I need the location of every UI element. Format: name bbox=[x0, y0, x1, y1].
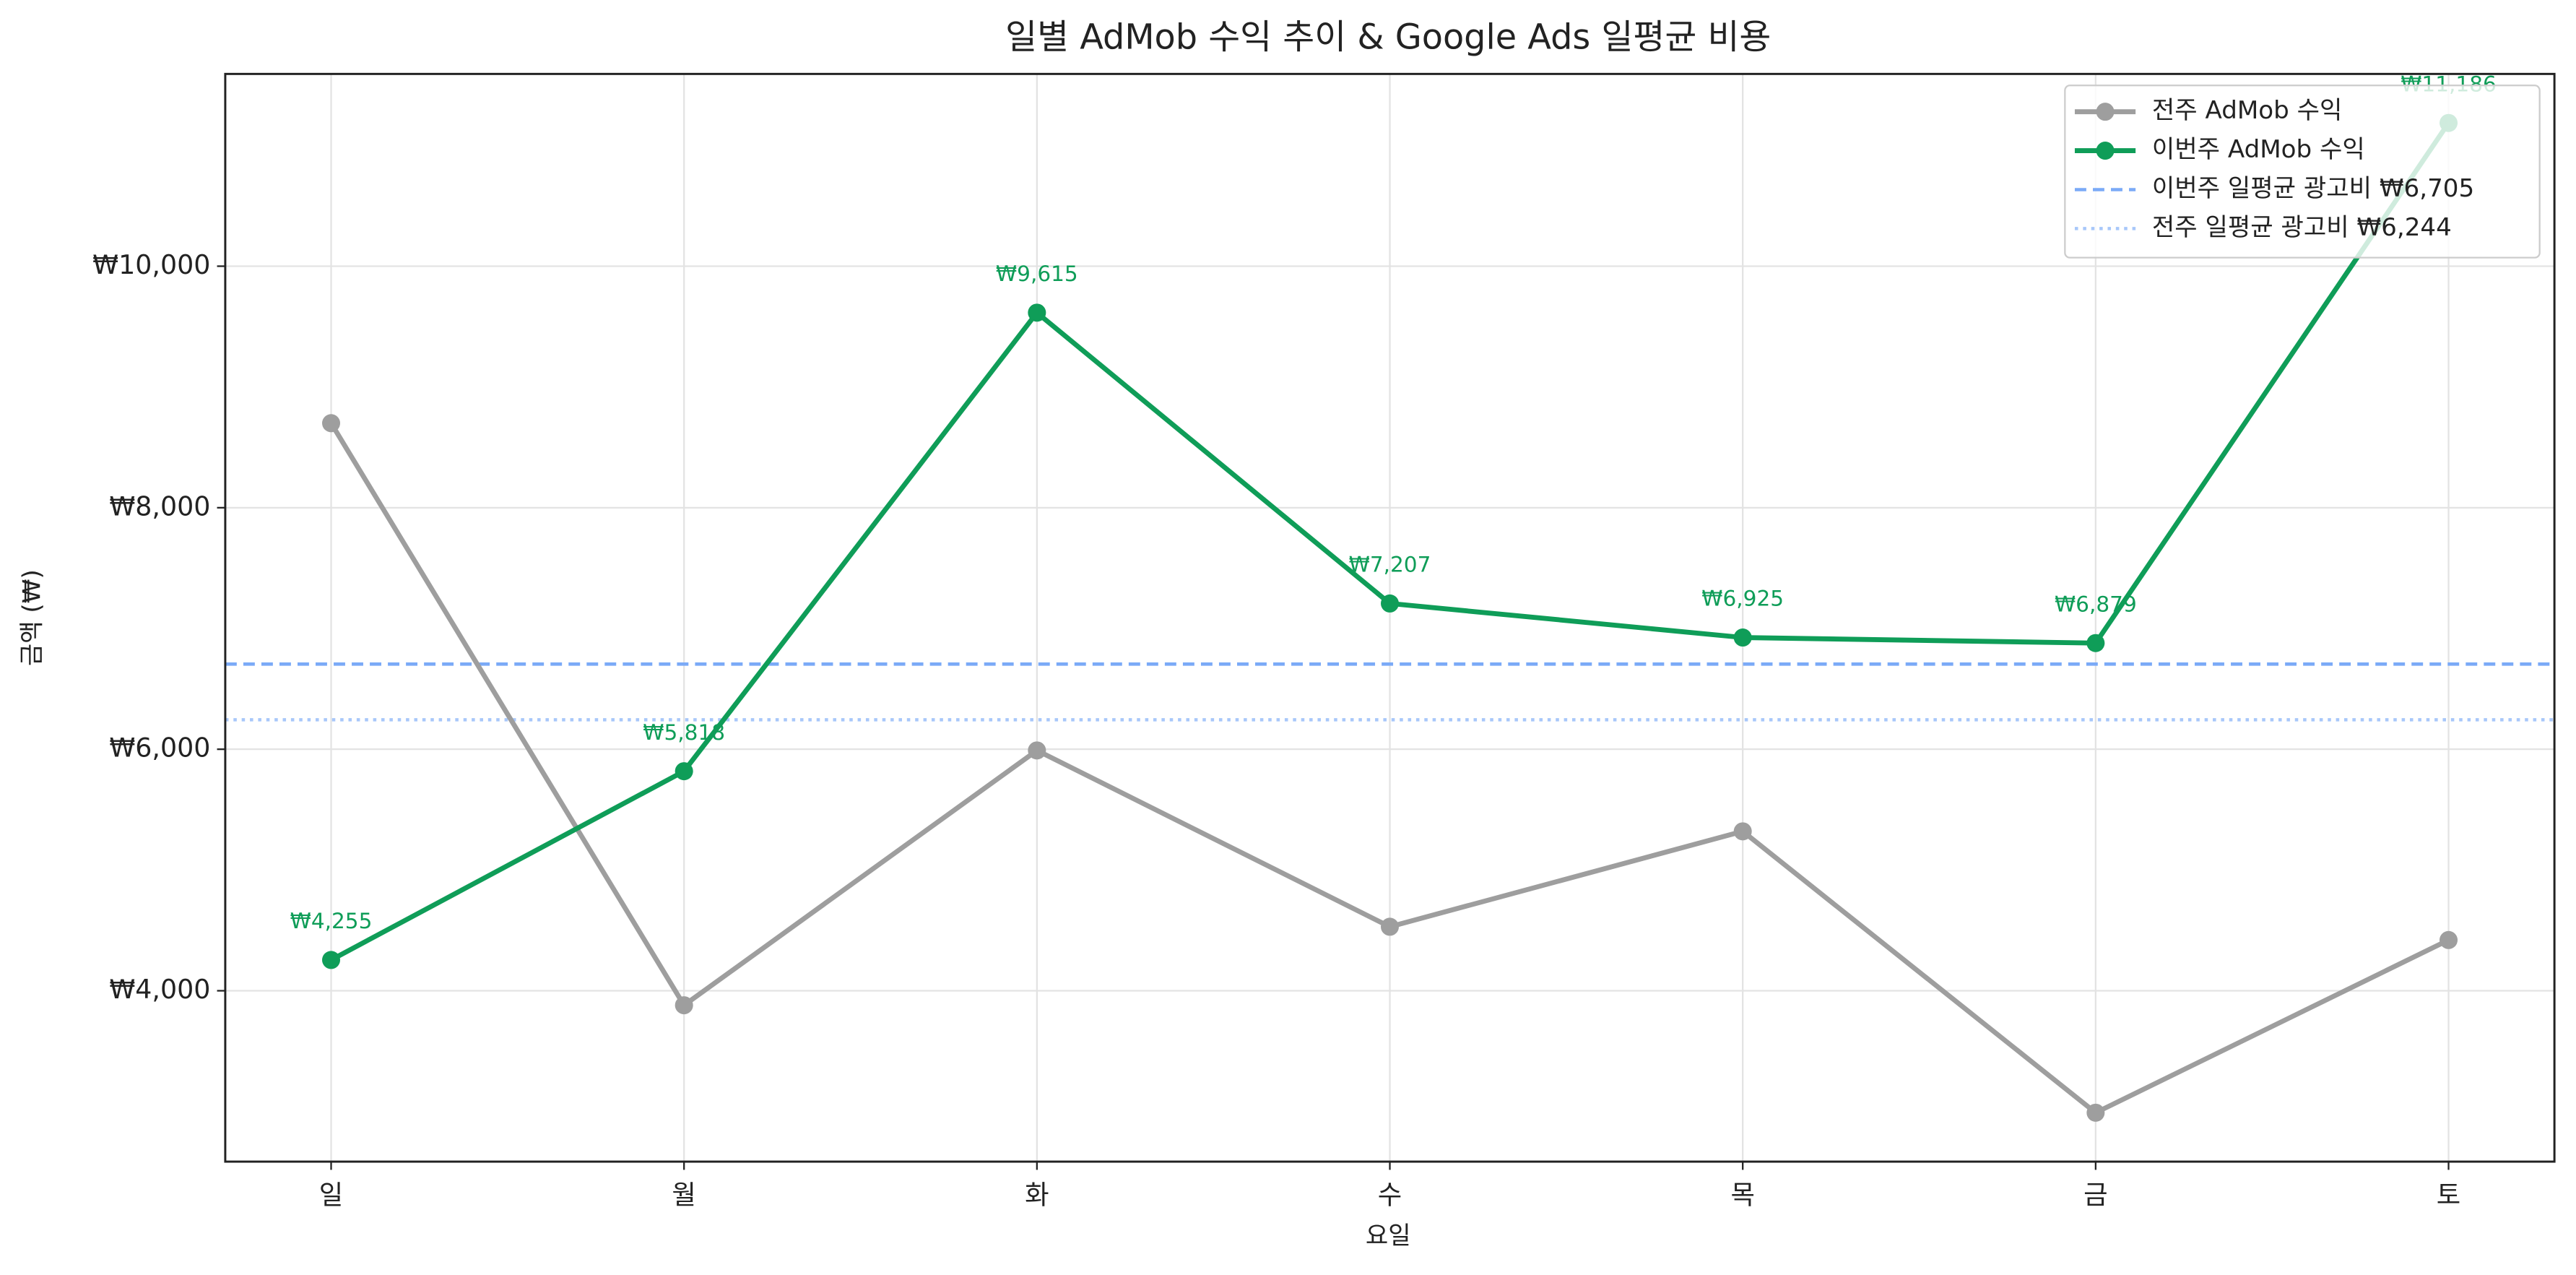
legend-label: 전주 AdMob 수익 bbox=[2152, 96, 2343, 125]
data-point bbox=[1381, 594, 1400, 613]
data-label: ₩9,615 bbox=[996, 262, 1078, 286]
data-label: ₩4,255 bbox=[290, 909, 373, 933]
legend-label: 이번주 일평균 광고비 ₩6,705 bbox=[2152, 174, 2474, 203]
data-point bbox=[1733, 822, 1752, 841]
x-tick-label: 토 bbox=[2437, 1179, 2460, 1210]
data-label: ₩5,818 bbox=[643, 720, 725, 745]
data-point bbox=[321, 951, 341, 969]
data-point bbox=[1733, 628, 1752, 647]
data-point bbox=[1381, 917, 1400, 936]
y-tick-label: ₩10,000 bbox=[92, 249, 210, 280]
data-point bbox=[1028, 303, 1046, 322]
x-tick-label: 목 bbox=[1730, 1179, 1754, 1210]
x-tick-label: 월 bbox=[672, 1179, 695, 1210]
data-point bbox=[321, 414, 341, 433]
data-point bbox=[675, 762, 693, 781]
y-axis-label: 금액 (₩) bbox=[17, 569, 46, 666]
data-point bbox=[675, 996, 693, 1015]
x-tick-label: 금 bbox=[2083, 1179, 2107, 1210]
data-label: ₩6,879 bbox=[2055, 592, 2137, 616]
legend-label: 이번주 AdMob 수익 bbox=[2152, 135, 2365, 164]
data-point bbox=[1028, 741, 1046, 760]
data-point bbox=[2440, 930, 2458, 949]
x-tick-label: 일 bbox=[319, 1179, 343, 1210]
data-point bbox=[2086, 1103, 2105, 1122]
legend-box bbox=[2064, 85, 2541, 259]
data-point bbox=[2086, 634, 2105, 652]
y-tick-label: ₩6,000 bbox=[109, 732, 210, 764]
legend-marker bbox=[2096, 103, 2115, 121]
x-tick-label: 수 bbox=[1378, 1179, 1402, 1210]
data-label: ₩7,207 bbox=[1349, 553, 1431, 577]
x-tick-label: 화 bbox=[1025, 1179, 1049, 1210]
y-tick-label: ₩4,000 bbox=[109, 974, 210, 1005]
data-label: ₩6,925 bbox=[1701, 587, 1784, 611]
x-axis-label: 요일 bbox=[1366, 1222, 1411, 1250]
legend-marker bbox=[2096, 142, 2115, 160]
y-tick-label: ₩8,000 bbox=[109, 490, 210, 522]
chart-title: 일별 AdMob 수익 추이 & Google Ads 일평균 비용 bbox=[1005, 18, 1771, 58]
legend-label: 전주 일평균 광고비 ₩6,244 bbox=[2152, 213, 2452, 242]
plot-frame bbox=[224, 72, 2556, 1163]
